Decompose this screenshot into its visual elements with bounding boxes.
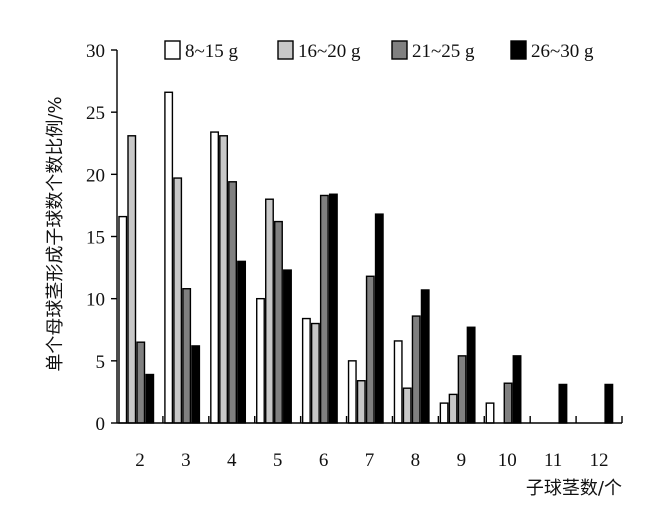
y-tick-label-25: 25 (86, 103, 105, 124)
bar-s1-c4 (219, 135, 229, 424)
bar-s3-c2 (145, 373, 155, 424)
bar-s1-c8 (402, 387, 412, 424)
bar-s0-c3 (164, 91, 174, 424)
legend-swatch-0 (164, 40, 181, 60)
bar-s1-c5 (265, 198, 274, 424)
bar-s2-c4 (228, 181, 238, 424)
x-tick-label-6: 6 (319, 450, 329, 471)
bar-s3-c10 (512, 355, 522, 424)
legend: 8~15 g 16~20 g 21~25 g 26~30 g (164, 40, 594, 62)
bar-s3-c7 (374, 213, 384, 424)
x-tick-label-9: 9 (457, 450, 467, 471)
x-tick-label-11: 11 (544, 450, 562, 471)
bars-layer (118, 91, 614, 424)
bar-s1-c6 (310, 322, 320, 424)
bar-s3-c4 (237, 260, 247, 424)
bar-s3-c6 (328, 193, 338, 424)
legend-label-0: 8~15 g (185, 41, 239, 62)
x-tick-label-2: 2 (135, 450, 145, 471)
y-tick-label-20: 20 (86, 165, 105, 186)
bar-s0-c9 (439, 402, 449, 424)
bar-s2-c3 (182, 288, 192, 424)
legend-label-1: 16~20 g (298, 41, 361, 62)
bar-s2-c8 (411, 315, 421, 424)
bar-s1-c9 (448, 393, 458, 424)
x-tick-label-12: 12 (590, 450, 609, 471)
bar-s1-c2 (127, 135, 137, 424)
bar-s0-c7 (347, 360, 357, 424)
y-tick-label-10: 10 (86, 290, 105, 311)
y-tick-label-5: 5 (96, 352, 106, 373)
x-tick-label-4: 4 (227, 450, 237, 471)
bar-s0-c10 (485, 402, 495, 424)
bar-s2-c7 (365, 275, 375, 424)
legend-label-3: 26~30 g (531, 41, 594, 62)
legend-swatch-3 (510, 40, 527, 60)
bar-s2-c2 (136, 341, 146, 424)
bar-s1-c3 (173, 177, 183, 424)
bar-s0-c6 (301, 317, 311, 424)
x-axis-title: 子球茎数/个 (526, 478, 622, 499)
bar-s3-c8 (420, 289, 430, 424)
x-tick-label-10: 10 (498, 450, 517, 471)
bar-s3-c9 (466, 326, 476, 424)
bar-s0-c8 (393, 340, 403, 424)
y-tick-label-15: 15 (86, 228, 105, 249)
bar-s3-c11 (558, 383, 568, 424)
bar-s2-c6 (319, 194, 329, 424)
bar-s0-c5 (256, 297, 265, 424)
bar-s3-c3 (191, 345, 201, 424)
bar-s3-c12 (604, 383, 614, 424)
bar-s1-c7 (356, 380, 366, 424)
legend-swatch-2 (391, 40, 408, 60)
bar-s2-c5 (274, 220, 283, 424)
x-tick-label-8: 8 (411, 450, 421, 471)
bar-s0-c2 (118, 215, 128, 424)
bar-s0-c4 (210, 131, 220, 424)
bar-s3-c5 (283, 269, 292, 424)
y-axis-title: 单个母球茎形成子球数个数比例/% (45, 96, 66, 371)
bar-s2-c9 (457, 355, 467, 424)
axes-layer: 0 5 10 15 20 25 30 2 3 4 5 6 7 8 9 10 11 12 (86, 41, 623, 471)
x-tick-label-7: 7 (365, 450, 375, 471)
bar-s2-c10 (503, 382, 513, 424)
y-tick-label-0: 0 (96, 414, 106, 435)
x-tick-label-3: 3 (181, 450, 191, 471)
y-tick-label-30: 30 (86, 41, 105, 62)
x-tick-label-5: 5 (273, 450, 283, 471)
legend-swatch-1 (277, 40, 294, 60)
legend-label-2: 21~25 g (412, 41, 475, 62)
